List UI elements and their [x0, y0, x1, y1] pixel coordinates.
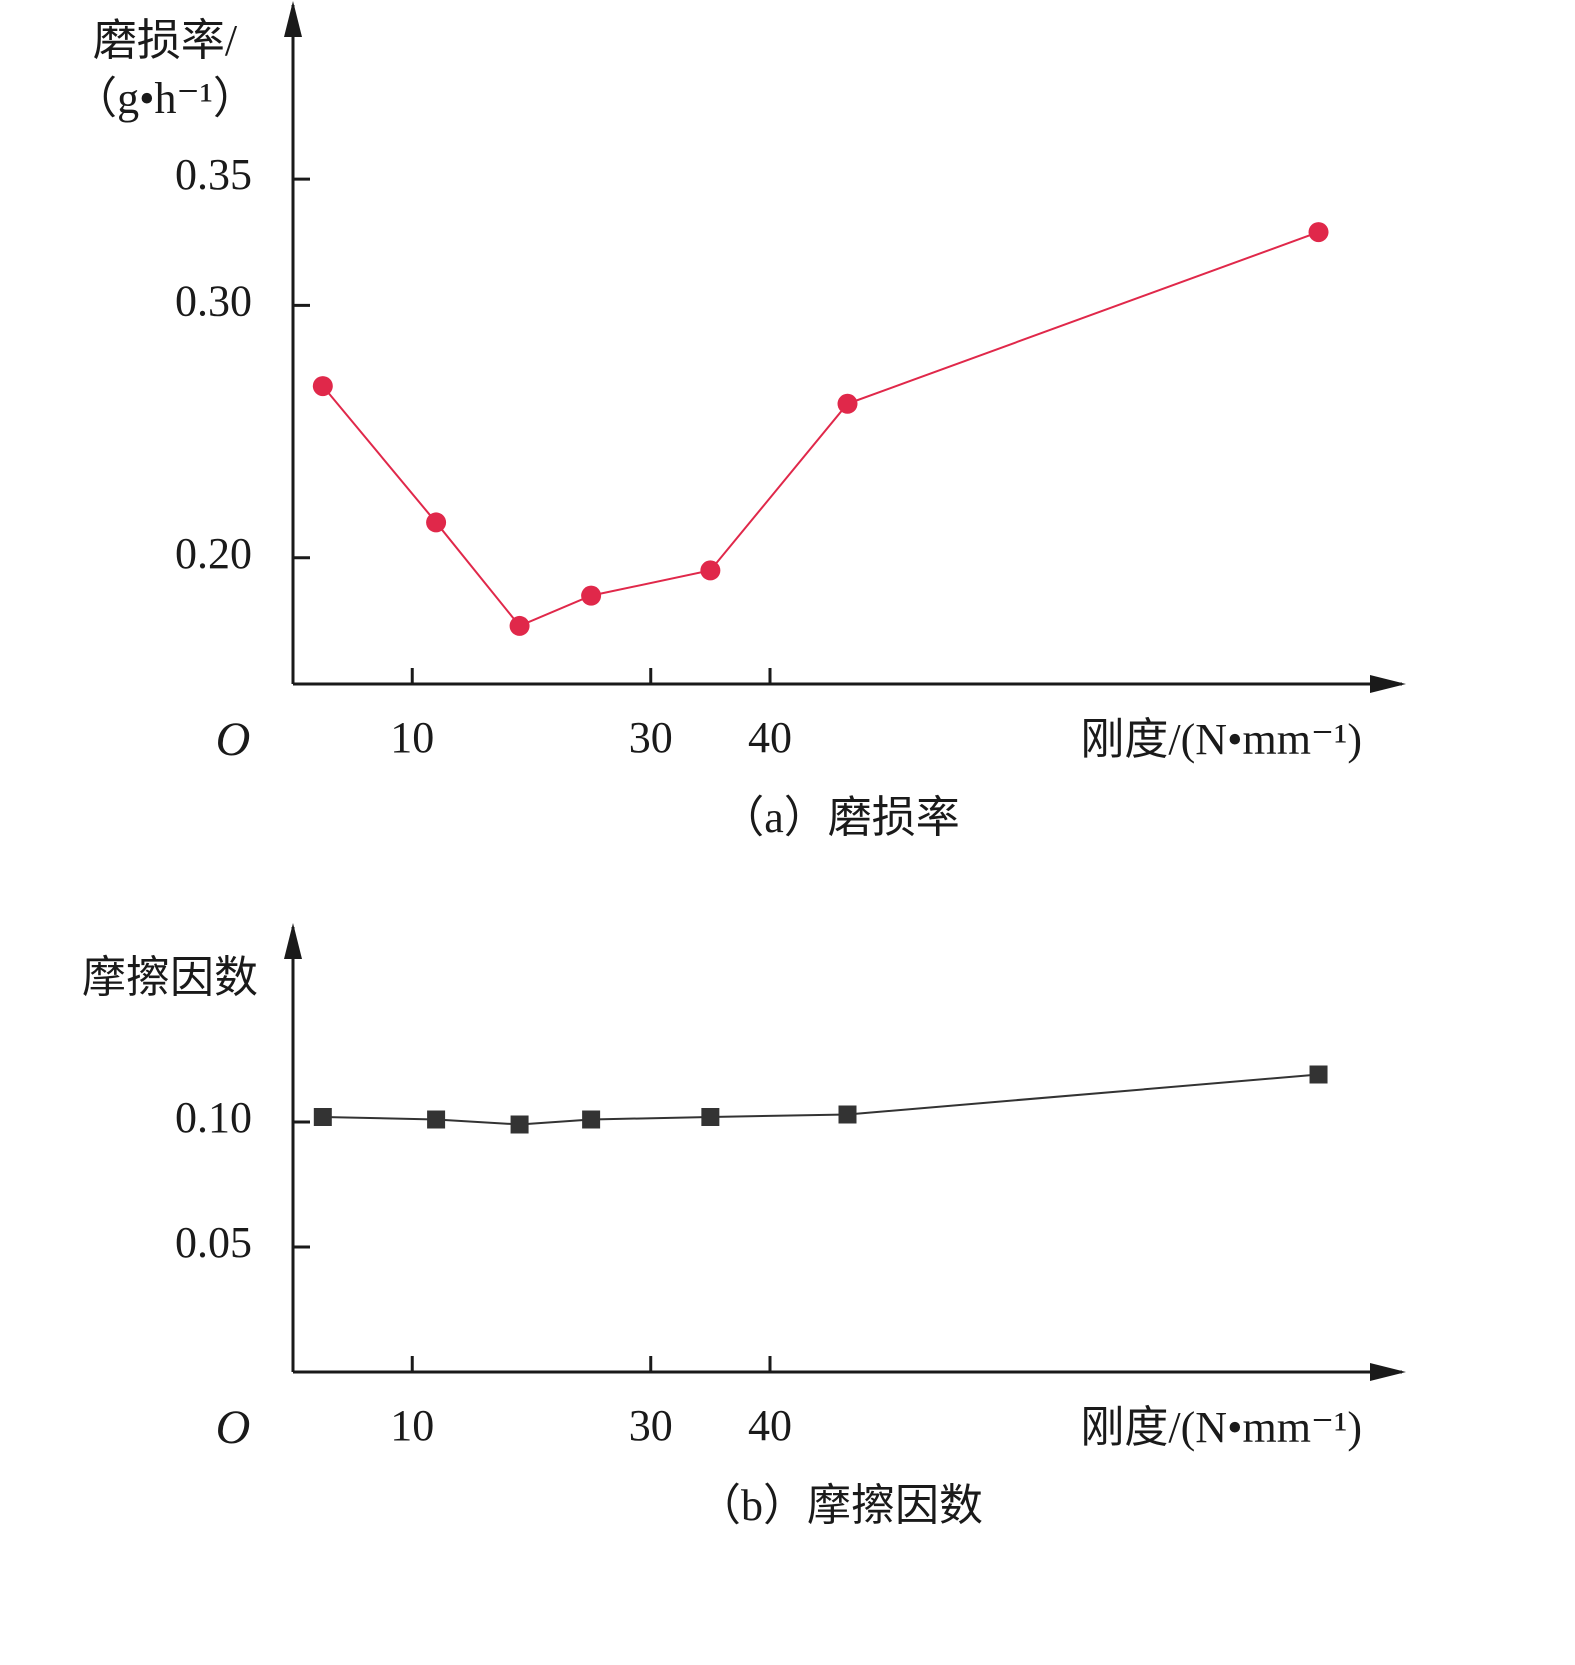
y-tick-label: 0.10: [175, 1093, 252, 1142]
series-line: [322, 1073, 1319, 1126]
data-point: [312, 376, 333, 397]
data-point: [510, 1115, 529, 1134]
y-arrow: [284, 923, 302, 959]
series-line: [322, 231, 1319, 628]
x-tick-label: 10: [390, 1401, 434, 1450]
data-point: [700, 560, 721, 581]
data-point: [837, 393, 858, 414]
data-point: [427, 1110, 446, 1129]
data-point: [701, 1108, 720, 1126]
x-arrow: [1370, 1363, 1406, 1381]
x-axis-label: 刚度/(N•mm⁻¹): [1080, 715, 1362, 764]
origin-label: O: [216, 1401, 251, 1454]
data-point: [1308, 222, 1329, 243]
y-axis-label: 摩擦因数: [82, 953, 258, 1002]
y-axis-label: （g•h⁻¹）: [73, 74, 257, 123]
x-tick-label: 10: [390, 713, 434, 762]
y-arrow: [284, 1, 302, 37]
data-point: [582, 1110, 601, 1129]
x-arrow: [1370, 675, 1406, 693]
data-point: [838, 1105, 857, 1124]
y-tick-label: 0.30: [175, 276, 252, 325]
x-tick-label: 30: [629, 1401, 673, 1450]
caption: （a）磨损率: [720, 793, 960, 842]
data-point: [313, 1108, 332, 1126]
x-tick-label: 40: [748, 713, 792, 762]
caption: （b）摩擦因数: [697, 1481, 983, 1530]
data-point: [509, 615, 530, 636]
x-tick-label: 40: [748, 1401, 792, 1450]
y-tick-label: 0.20: [175, 529, 252, 578]
subplot: O 10 30 40 0.20 0.30 0.35 磨损率/ （g•h⁻¹） 刚度/(N•mm⁻¹…: [73, 1, 1406, 842]
x-tick-label: 30: [629, 713, 673, 762]
origin-label: O: [216, 713, 251, 766]
y-tick-label: 0.35: [175, 150, 252, 199]
y-axis-label: 磨损率/: [93, 16, 238, 65]
data-point: [426, 512, 447, 533]
x-axis-label: 刚度/(N•mm⁻¹): [1080, 1403, 1362, 1452]
data-point: [1309, 1065, 1328, 1084]
data-point: [581, 585, 602, 606]
y-tick-label: 0.05: [175, 1218, 252, 1267]
